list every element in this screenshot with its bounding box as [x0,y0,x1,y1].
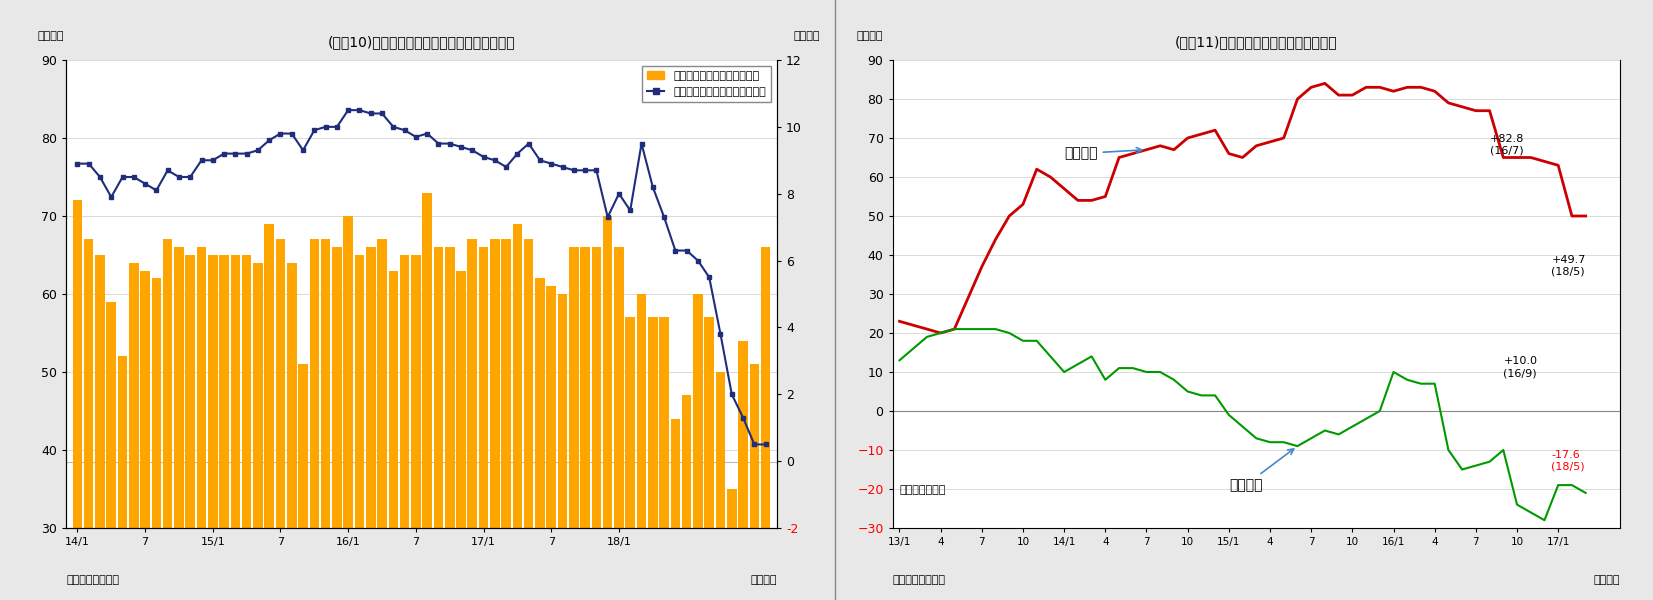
Bar [704,317,714,600]
Bar [152,278,162,600]
Text: +49.7
(18/5): +49.7 (18/5) [1551,255,1585,277]
Bar [636,294,646,600]
Bar [468,239,478,600]
Bar [501,239,511,600]
Text: （兆円）: （兆円） [38,31,64,41]
Bar [727,489,737,600]
Bar [276,239,286,600]
Bar [479,247,488,600]
Bar [569,247,579,600]
Bar [388,271,398,600]
Bar [489,239,499,600]
Bar [253,263,263,600]
Text: （兆円）: （兆円） [856,31,883,41]
Bar [298,364,307,600]
Bar [174,247,183,600]
Bar [625,317,635,600]
Bar [557,294,567,600]
Bar [230,255,240,600]
Bar [693,294,703,600]
Bar [355,255,364,600]
Bar [377,239,387,600]
Bar [681,395,691,600]
Text: （資料）日本銀行: （資料）日本銀行 [66,575,119,585]
Text: （資料）日本銀行: （資料）日本銀行 [893,575,946,585]
Title: (図表10)マネタリーベース残高と前月比の推移: (図表10)マネタリーベース残高と前月比の推移 [327,35,516,49]
Text: +10.0
(16/9): +10.0 (16/9) [1503,356,1537,378]
Bar [365,247,375,600]
Bar [117,356,127,600]
Bar [73,200,83,600]
Bar [220,255,228,600]
Bar [129,263,139,600]
Bar [321,239,331,600]
Bar [309,239,319,600]
Bar [106,302,116,600]
Bar [400,255,410,600]
Bar [512,224,522,600]
Bar [433,247,443,600]
Bar [749,364,759,600]
Bar [536,278,545,600]
Bar [760,247,770,600]
Bar [241,255,251,600]
Bar [445,247,455,600]
Bar [84,239,94,600]
Text: （兆円）: （兆円） [793,31,820,41]
Bar [332,247,342,600]
Bar [524,239,534,600]
Text: 長期国債: 長期国債 [1065,146,1142,160]
Bar [208,255,218,600]
Bar [716,372,726,600]
Bar [603,216,613,600]
Bar [344,216,354,600]
Bar [547,286,555,600]
Title: (図表11)日銀国債保有残高の前年比増減: (図表11)日銀国債保有残高の前年比増減 [1175,35,1337,49]
Bar [660,317,669,600]
Bar [197,247,207,600]
Bar [456,271,466,600]
Bar [288,263,296,600]
Text: （年月）: （年月） [1593,575,1620,585]
Text: -17.6
(18/5): -17.6 (18/5) [1551,450,1585,472]
Text: 短期国債: 短期国債 [1228,449,1294,492]
Bar [580,247,590,600]
Bar [739,341,747,600]
Bar [412,255,420,600]
Bar [423,193,431,600]
Bar [164,239,172,600]
Bar [648,317,658,600]
Bar [671,419,679,600]
Text: （年月）: （年月） [750,575,777,585]
Legend: 季節調整済み前月差（右軸）, マネタリーベース末残の前年差: 季節調整済み前月差（右軸）, マネタリーベース末残の前年差 [641,65,772,102]
Bar [185,255,195,600]
Bar [264,224,274,600]
Text: （月末ベース）: （月末ベース） [899,485,946,495]
Bar [96,255,104,600]
Bar [141,271,150,600]
Bar [592,247,602,600]
Text: +82.8
(16/7): +82.8 (16/7) [1489,134,1524,156]
Bar [615,247,623,600]
